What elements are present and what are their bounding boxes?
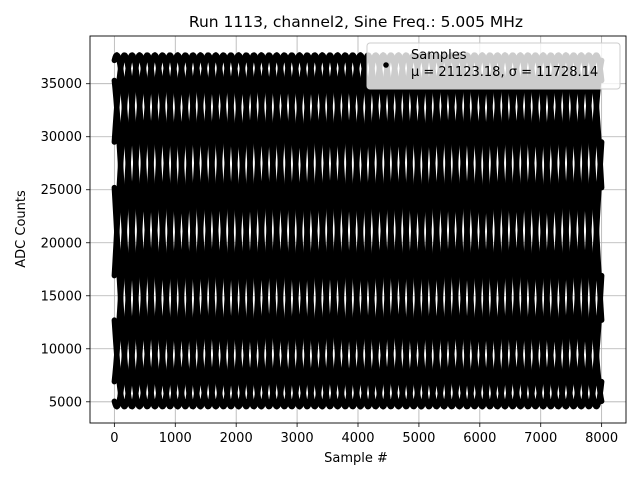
legend: Samples μ = 21123.18, σ = 11728.14 <box>366 42 621 90</box>
y-tick-label: 15000 <box>41 289 82 304</box>
series-samples <box>111 52 605 410</box>
x-tick-label: 4000 <box>341 431 374 446</box>
x-ticks: 0 1000 2000 3000 4000 5000 6000 7000 8000 <box>110 423 618 446</box>
y-ticks: 5000 10000 15000 20000 25000 30000 35000 <box>41 77 90 410</box>
y-tick-label: 20000 <box>41 236 82 251</box>
x-tick-label: 7000 <box>524 431 557 446</box>
x-tick-label: 0 <box>110 431 118 446</box>
x-tick-label: 3000 <box>281 431 314 446</box>
x-tick-label: 6000 <box>463 431 496 446</box>
legend-box <box>366 42 621 90</box>
x-axis-label: Sample # <box>324 451 388 466</box>
x-tick-label: 8000 <box>585 431 618 446</box>
x-tick-label: 5000 <box>402 431 435 446</box>
x-tick-label: 1000 <box>159 431 192 446</box>
y-tick-label: 30000 <box>41 130 82 145</box>
sample-trace <box>111 52 605 410</box>
legend-marker <box>383 62 389 68</box>
sample-trace <box>111 52 605 410</box>
legend-label: Samples <box>411 48 467 63</box>
y-tick-label: 10000 <box>41 342 82 357</box>
y-tick-label: 35000 <box>41 77 82 92</box>
y-tick-label: 5000 <box>49 395 82 410</box>
y-tick-label: 25000 <box>41 183 82 198</box>
legend-stats: μ = 21123.18, σ = 11728.14 <box>411 65 598 80</box>
x-tick-label: 2000 <box>220 431 253 446</box>
y-axis-label: ADC Counts <box>14 190 29 268</box>
chart-title: Run 1113, channel2, Sine Freq.: 5.005 MH… <box>189 13 523 31</box>
